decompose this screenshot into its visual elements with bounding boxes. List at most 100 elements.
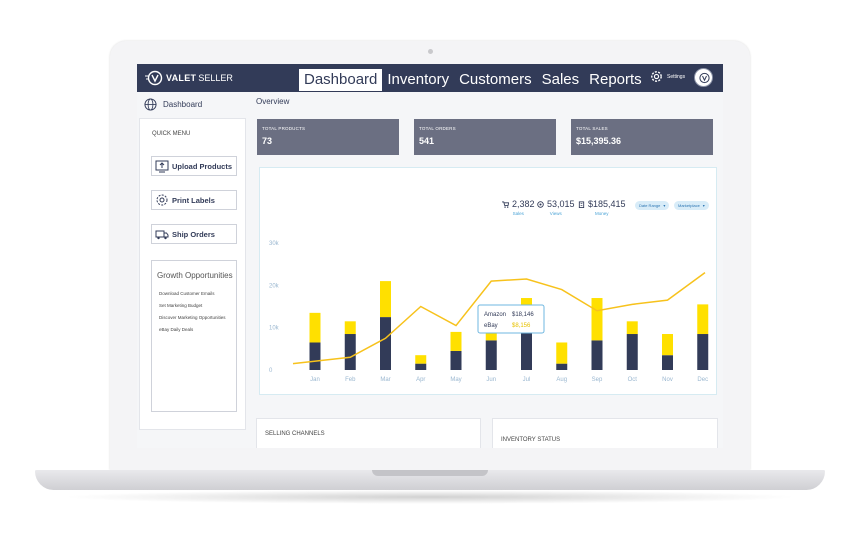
bar-amazon-aug — [556, 363, 568, 370]
growth-link-marketing-budget[interactable]: Set Marketing Budget — [159, 303, 203, 308]
stat-total-orders: TOTAL ORDERS 541 — [414, 119, 556, 155]
quick-menu-title: QUICK MENU — [152, 131, 191, 137]
growth-link-download-emails[interactable]: Download Customer Emails — [159, 291, 215, 296]
cart-icon — [502, 200, 509, 208]
x-tick-label: Aug — [556, 377, 567, 383]
camera — [428, 49, 433, 54]
page-title: Overview — [256, 97, 290, 106]
stat-total-sales: TOTAL SALES $15,395.36 — [571, 119, 713, 155]
growth-title: Growth Opportunities — [157, 271, 233, 280]
tab-inventory[interactable]: Inventory — [387, 71, 450, 88]
bar-amazon-mar — [380, 317, 391, 370]
quick-menu-panel: QUICK MENU Upload Products Print Labels — [139, 118, 246, 430]
upload-products-label: Upload Products — [172, 161, 233, 171]
gear-icon — [651, 71, 662, 82]
tooltip-ebay-value: $8,156 — [512, 323, 531, 329]
chevron-down-icon: ▾ — [702, 203, 705, 208]
bar-amazon-nov — [662, 355, 673, 370]
bar-amazon-jun — [485, 340, 497, 370]
inventory-status-title: INVENTORY STATUS — [501, 437, 561, 443]
bar-ebay-feb — [344, 321, 356, 335]
bar-amazon-feb — [344, 334, 356, 370]
bar-ebay-sep — [591, 298, 603, 341]
bar-ebay-nov — [662, 334, 673, 356]
tab-customers[interactable]: Customers — [459, 71, 532, 88]
bar-amazon-may — [450, 350, 462, 370]
print-labels-label: Print Labels — [172, 195, 215, 205]
stat-value: 541 — [419, 136, 435, 146]
y-tick-label: 20k — [269, 283, 280, 289]
sidebar: Dashboard QUICK MENU Upload Products Pri… — [137, 92, 249, 448]
chart-tooltip — [477, 304, 545, 334]
marketplace-dropdown[interactable]: Marketplace ▾ — [674, 201, 709, 210]
valet-avatar-icon — [698, 72, 710, 83]
x-tick-label: Feb — [345, 377, 356, 383]
bar-amazon-dec — [697, 334, 709, 370]
summary-money-value: $185,415 — [588, 199, 626, 209]
laptop-notch — [372, 470, 488, 476]
settings-button[interactable]: Settings — [649, 69, 685, 84]
x-tick-label: Dec — [697, 377, 708, 383]
bar-amazon-oct — [626, 334, 638, 370]
stat-label: TOTAL ORDERS — [419, 126, 456, 131]
inventory-status-card: INVENTORY STATUS — [492, 418, 718, 448]
y-tick-label: 30k — [269, 241, 280, 247]
tooltip-ebay-label: eBay — [484, 323, 498, 329]
x-tick-label: Jul — [523, 377, 531, 383]
date-range-dropdown[interactable]: Date Range ▾ — [635, 201, 670, 210]
upload-icon — [155, 160, 169, 173]
sidebar-header-label: Dashboard — [163, 100, 203, 109]
x-tick-label: Oct — [628, 377, 638, 383]
summary-sales: 2,382 Sales — [502, 199, 535, 216]
print-icon — [156, 194, 168, 206]
summary-money: $185,415 Money — [578, 199, 626, 216]
ship-orders-button[interactable]: Ship Orders — [151, 224, 237, 244]
valet-logo-icon — [145, 70, 163, 86]
tooltip-amazon-label: Amazon — [484, 312, 506, 318]
settings-label: Settings — [667, 73, 686, 80]
summary-sales-label: Sales — [512, 211, 524, 216]
chevron-down-icon: ▾ — [663, 203, 666, 208]
stat-value: 73 — [262, 136, 273, 146]
bar-ebay-jan — [309, 312, 321, 343]
tooltip-amazon-value: $18,146 — [512, 312, 534, 318]
x-tick-label: May — [450, 377, 461, 383]
brand-logo[interactable]: VALET SELLER — [145, 70, 233, 86]
brand-name-bold: VALET — [166, 73, 197, 83]
tab-reports[interactable]: Reports — [589, 71, 642, 88]
growth-link-ebay-deals[interactable]: eBay Daily Deals — [159, 327, 194, 332]
globe-icon — [144, 98, 157, 111]
date-range-label: Date Range — [639, 203, 661, 208]
sales-bar-chart: 30k 20k 10k 0 Jan Feb Mar Apr May Jun Jul Aug Sep Oct… — [269, 241, 709, 383]
summary-money-label: Money — [595, 211, 609, 216]
selling-channels-card: SELLING CHANNELS — [256, 418, 481, 448]
upload-products-button[interactable]: Upload Products — [151, 156, 237, 176]
summary-views-value: 53,015 — [547, 199, 575, 209]
ship-orders-label: Ship Orders — [172, 229, 215, 239]
bar-amazon-sep — [591, 340, 603, 370]
stat-label: TOTAL SALES — [576, 126, 608, 131]
tab-sales[interactable]: Sales — [541, 71, 580, 88]
top-bar: VALET SELLER Dashboard Inventory Custome… — [137, 64, 723, 92]
x-tick-label: Jan — [310, 377, 320, 383]
laptop-shadow — [60, 490, 800, 504]
selling-channels-title: SELLING CHANNELS — [265, 431, 325, 437]
stat-label: TOTAL PRODUCTS — [262, 126, 306, 131]
bar-amazon-jul — [521, 329, 532, 370]
stat-value: $15,395.36 — [576, 136, 622, 146]
brand-name-light: SELLER — [198, 73, 233, 83]
main-nav: Dashboard Inventory Customers Sales Repo… — [299, 69, 647, 91]
sidebar-item-dashboard[interactable]: Dashboard — [137, 92, 249, 117]
y-tick-label: 10k — [269, 326, 280, 332]
bar-ebay-dec — [697, 304, 709, 335]
tab-dashboard[interactable]: Dashboard — [299, 69, 383, 91]
print-labels-button[interactable]: Print Labels — [151, 190, 237, 210]
x-tick-label: Sep — [592, 377, 603, 383]
summary-sales-value: 2,382 — [512, 199, 535, 209]
stat-total-products: TOTAL PRODUCTS 73 — [257, 119, 399, 155]
avatar[interactable] — [694, 68, 713, 87]
growth-link-marketing-opportunities[interactable]: Discover Marketing Opportunities — [159, 315, 226, 320]
bar-ebay-may — [450, 331, 462, 351]
bar-ebay-apr — [415, 355, 427, 364]
bar-amazon-apr — [415, 363, 427, 370]
